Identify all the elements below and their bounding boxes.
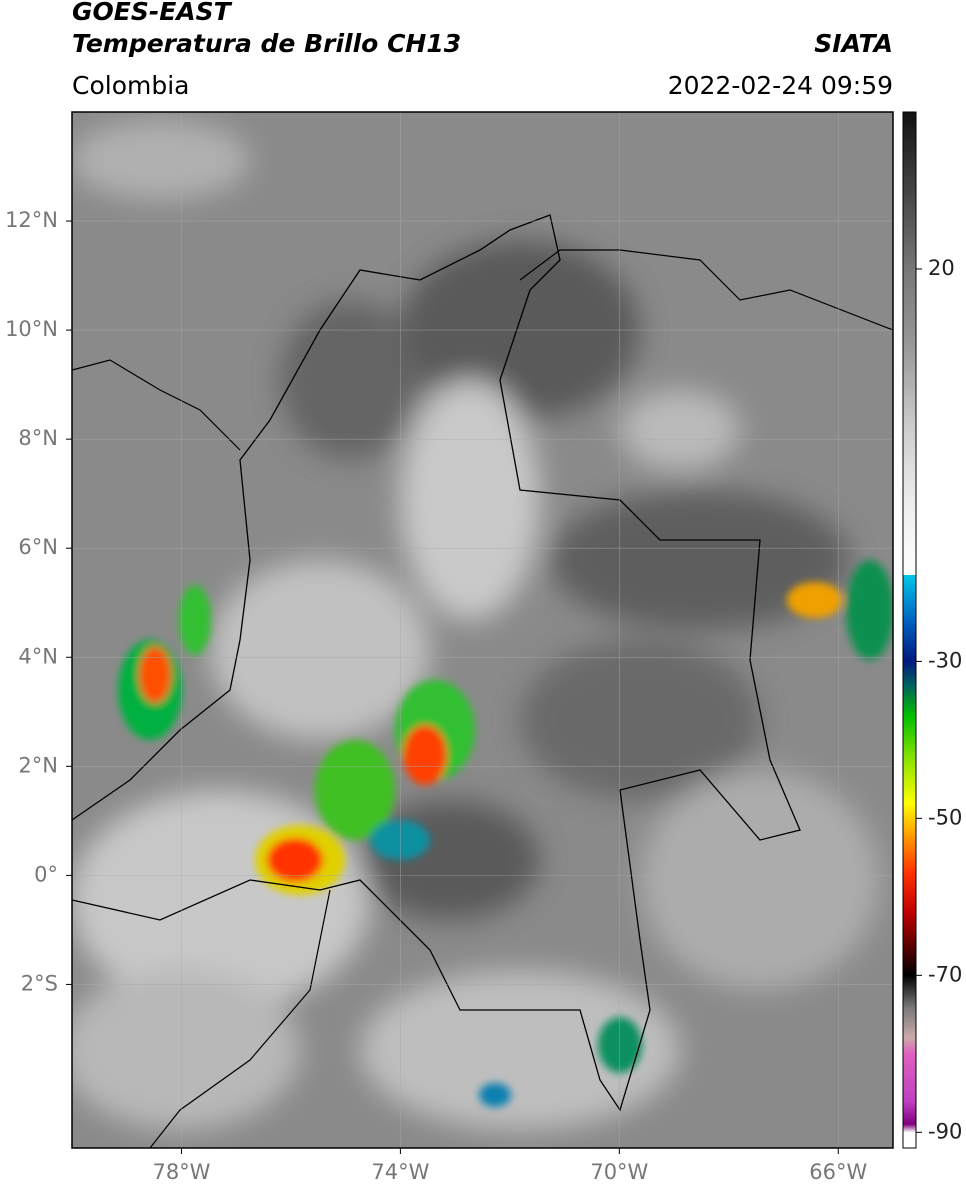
lat-tick-label: 10°N [5,317,58,341]
satellite-image [72,112,893,1148]
title: GOES-EAST [72,0,233,26]
lon-tick-label: 74°W [371,1160,429,1184]
colorbar [902,111,917,1149]
lat-tick-label: 0° [34,862,58,886]
lat-tick-label: 2°S [21,971,58,995]
colorbar-tick-label: -70 [928,962,962,986]
map-frame [71,111,894,1149]
lat-tick-label: 8°N [18,426,58,450]
lat-tick-label: 6°N [18,535,58,559]
lat-tick-label: 12°N [5,208,58,232]
colorbar-tick-label: 20 [928,256,955,280]
lon-tick-label: 78°W [152,1160,210,1184]
region: Colombia [72,71,189,100]
lat-tick-label: 4°N [18,644,58,668]
lat-tick-label: 2°N [18,753,58,777]
lon-tick-label: 66°W [809,1160,867,1184]
colorbar-tick-label: -50 [928,805,962,829]
datetime: 2022-02-24 09:59 [668,71,893,100]
source: SIATA [814,29,893,58]
lon-tick-label: 70°W [590,1160,648,1184]
subtitle: Temperatura de Brillo CH13 [72,29,461,58]
colorbar-tick-label: -90 [928,1119,962,1143]
colorbar-tick-label: -30 [928,648,962,672]
